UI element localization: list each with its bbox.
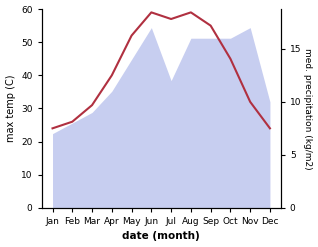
X-axis label: date (month): date (month) bbox=[122, 231, 200, 242]
Y-axis label: med. precipitation (kg/m2): med. precipitation (kg/m2) bbox=[303, 48, 313, 169]
Y-axis label: max temp (C): max temp (C) bbox=[5, 75, 16, 142]
